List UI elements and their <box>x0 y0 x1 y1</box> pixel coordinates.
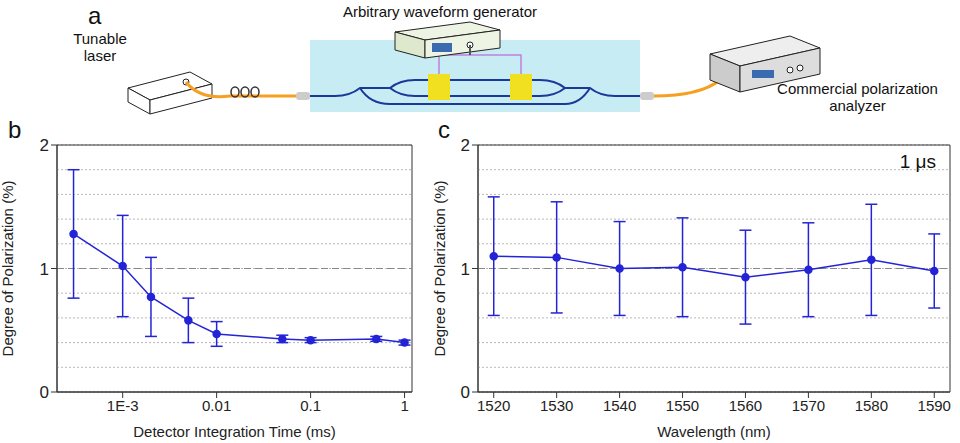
svg-text:0.01: 0.01 <box>202 397 231 414</box>
html-text:a: a <box>88 2 102 29</box>
svg-text:Wavelength (nm): Wavelength (nm) <box>657 423 771 440</box>
svg-text:1: 1 <box>40 260 49 279</box>
svg-text:Degree of Polarization (%): Degree of Polarization (%) <box>0 181 16 357</box>
svg-text:2: 2 <box>461 136 470 155</box>
svg-text:0: 0 <box>461 383 470 402</box>
svg-text:1520: 1520 <box>477 397 510 414</box>
svg-text:1580: 1580 <box>855 397 888 414</box>
svg-text:1590: 1590 <box>918 397 951 414</box>
svg-text:Detector Integration Time (ms): Detector Integration Time (ms) <box>133 423 336 440</box>
svg-text:1550: 1550 <box>666 397 699 414</box>
svg-text:0.1: 0.1 <box>300 397 321 414</box>
html-text:Arbitrary waveform generator: Arbitrary waveform generator <box>342 3 538 20</box>
svg-text:1570: 1570 <box>792 397 825 414</box>
html-text:b: b <box>8 116 22 143</box>
html-text:1 μs: 1 μs <box>899 151 936 172</box>
svg-text:1530: 1530 <box>540 397 573 414</box>
svg-text:1E-3: 1E-3 <box>107 397 139 414</box>
svg-text:Degree of Polarization (%): Degree of Polarization (%) <box>432 181 448 357</box>
html-text:Tunable laser: Tunable laser <box>73 30 127 64</box>
html-text:c: c <box>438 116 450 143</box>
svg-text:2: 2 <box>40 136 49 155</box>
svg-text:1540: 1540 <box>603 397 636 414</box>
html-text:Commercial polarization analyz: Commercial polarization analyzer <box>777 80 938 114</box>
svg-text:0: 0 <box>40 383 49 402</box>
svg-text:1560: 1560 <box>729 397 762 414</box>
svg-text:1: 1 <box>461 260 470 279</box>
svg-text:1: 1 <box>400 397 408 414</box>
